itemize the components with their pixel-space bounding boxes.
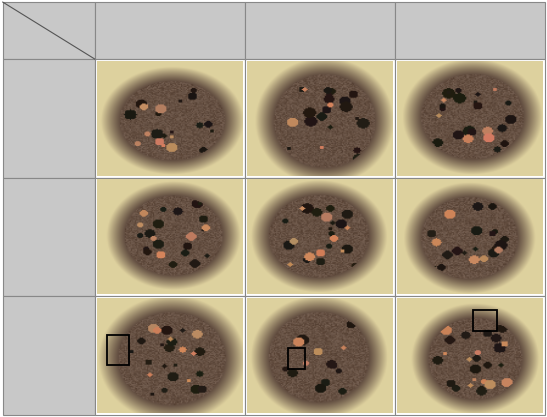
Bar — [288, 348, 305, 369]
Text: Temp.(℃): Temp.(℃) — [14, 42, 61, 52]
Bar — [473, 310, 497, 331]
Text: Specimen
I.D.: Specimen I.D. — [41, 5, 90, 27]
Text: C-BA40: C-BA40 — [298, 24, 341, 37]
Text: C-BA50: C-BA50 — [448, 24, 491, 37]
Text: C-BA30: C-BA30 — [148, 24, 191, 37]
Bar — [107, 334, 129, 365]
Text: 1150: 1150 — [33, 230, 65, 243]
Text: 1200: 1200 — [33, 349, 65, 362]
Text: 1100: 1100 — [33, 112, 65, 125]
